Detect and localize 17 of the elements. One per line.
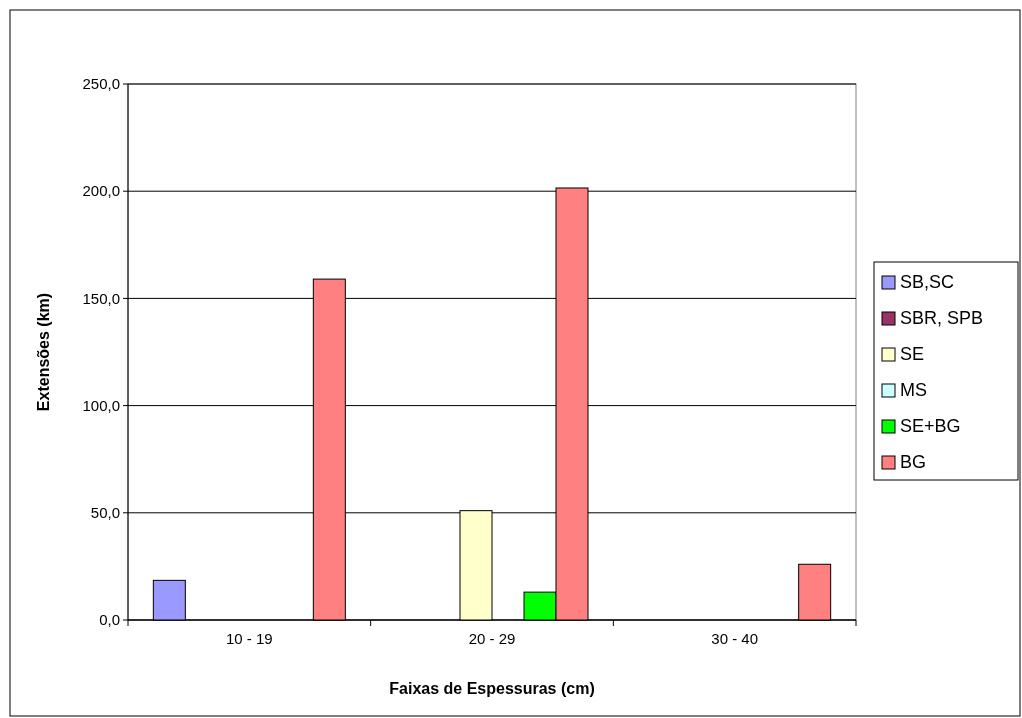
legend-label: SE+BG [900, 416, 961, 437]
y-tick-label: 200,0 [82, 182, 120, 200]
y-axis-title: Extensões (km) [35, 292, 52, 412]
legend-label: SBR, SPB [900, 308, 984, 329]
x-axis-title: Faixas de Espessuras (cm) [389, 680, 595, 697]
y-tick-label: 150,0 [82, 289, 120, 307]
x-tick-label: 10 - 19 [225, 630, 273, 647]
y-tick-label: 0,0 [99, 611, 120, 629]
y-tick-label: 100,0 [82, 396, 120, 414]
y-tick-label: 50,0 [90, 504, 120, 522]
y-tick-label: 250,0 [82, 75, 120, 93]
x-tick-label: 30 - 40 [711, 630, 759, 647]
x-tick-label: 20 - 29 [468, 630, 516, 647]
legend-label: MS [900, 380, 927, 401]
legend-label: BG [900, 452, 927, 473]
legend-label: SB,SC [900, 272, 955, 293]
legend-label: SE [900, 344, 925, 365]
